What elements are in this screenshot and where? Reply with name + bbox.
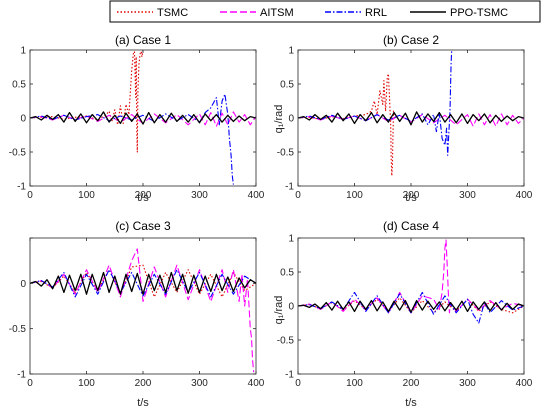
panel-title: (b) Case 2: [383, 33, 439, 47]
series-group: [298, 239, 524, 324]
panel-case-4: (d) Case 4 t/s q₁/rad 0 100 200 300 400 1 0.5 0…: [273, 219, 533, 409]
y-tick-label: 0.5: [280, 268, 294, 279]
legend-entry-aitsm: AITSM: [220, 7, 294, 19]
x-tick-label: 400: [516, 378, 533, 389]
series-line-ppo-tsmc: [298, 111, 524, 126]
panel-case-1: (a) Case 1 t/s 0 100 200 300 400 1 0.5 0 -0.5 -1: [9, 33, 265, 204]
series-line-tsmc: [298, 73, 395, 177]
series-group: [298, 50, 524, 177]
panel-case-2: (b) Case 2 t/s q₁/rad 0 100 200 300 400 1 0.5 0…: [273, 33, 533, 204]
x-tick-label: 100: [346, 190, 363, 201]
y-tick-label: 0.5: [12, 80, 26, 91]
x-tick-label: 300: [191, 378, 208, 389]
y-axis-label: q₁/rad: [273, 105, 285, 134]
x-tick-label: 200: [135, 190, 152, 201]
x-tick-label: 0: [295, 378, 301, 389]
panel-title: (d) Case 4: [383, 219, 439, 233]
x-tick-label: 200: [403, 190, 420, 201]
x-tick-label: 200: [135, 378, 152, 389]
x-tick-label: 0: [27, 190, 33, 201]
series-line-rrl: [298, 50, 453, 156]
x-axis-label: t/s: [137, 192, 149, 204]
series-line-aitsm: [30, 111, 256, 127]
legend: TSMC AITSM RRL PPO-TSMC: [109, 0, 541, 23]
x-tick-label: 400: [248, 190, 265, 201]
legend-label-rrl: RRL: [365, 7, 387, 19]
plot-area: [30, 238, 256, 374]
y-tick-label: 1: [20, 46, 26, 57]
x-axis-label: t/s: [405, 192, 417, 204]
x-tick-label: 400: [248, 378, 265, 389]
series-line-rrl: [30, 93, 234, 185]
series-line-ppo-tsmc: [30, 271, 256, 295]
panel-title: (a) Case 1: [115, 33, 171, 47]
panel-title: (c) Case 3: [115, 219, 171, 233]
series-group: [30, 248, 256, 373]
x-tick-label: 100: [346, 378, 363, 389]
series-line-tsmc: [30, 264, 256, 298]
x-tick-label: 100: [78, 378, 95, 389]
y-tick-label: 0.5: [280, 80, 294, 91]
y-tick-label: -0.5: [277, 336, 295, 347]
legend-entry-rrl: RRL: [325, 7, 387, 19]
y-tick-label: 1: [288, 46, 294, 57]
y-tick-label: 0: [20, 279, 26, 290]
y-tick-label: -0.5: [9, 148, 27, 159]
y-tick-label: 1: [288, 234, 294, 245]
x-tick-label: 0: [27, 378, 33, 389]
series-group: [30, 50, 256, 185]
y-tick-label: -1: [285, 370, 294, 381]
x-tick-label: 400: [516, 190, 533, 201]
legend-entry-ppo-tsmc: PPO-TSMC: [410, 7, 508, 19]
x-tick-label: 200: [403, 378, 420, 389]
series-line-aitsm: [298, 239, 524, 314]
y-axis-label: q₁/rad: [273, 296, 285, 325]
y-tick-label: -1: [17, 182, 26, 193]
x-tick-label: 300: [459, 190, 476, 201]
x-tick-label: 300: [459, 378, 476, 389]
legend-label-ppo-tsmc: PPO-TSMC: [450, 7, 508, 19]
plot-area: [298, 238, 524, 374]
y-tick-label: -0.5: [9, 324, 27, 335]
series-line-aitsm: [30, 248, 255, 373]
y-tick-label: 0: [288, 302, 294, 313]
x-tick-label: 100: [78, 190, 95, 201]
y-tick-label: -1: [285, 182, 294, 193]
y-tick-label: 0: [20, 114, 26, 125]
x-axis-label: t/s: [137, 397, 149, 409]
y-tick-label: 0: [288, 114, 294, 125]
x-axis-label: t/s: [405, 397, 417, 409]
plot-area: [298, 50, 524, 186]
y-tick-label: -1: [17, 370, 26, 381]
legend-label-tsmc: TSMC: [157, 7, 188, 19]
legend-entry-tsmc: TSMC: [117, 7, 188, 19]
legend-label-aitsm: AITSM: [260, 7, 294, 19]
x-tick-label: 300: [191, 190, 208, 201]
panel-case-3: (c) Case 3 t/s 0 100 200 300 400 0 -0.5 -1: [9, 219, 265, 409]
plot-area: [30, 50, 256, 186]
series-line-ppo-tsmc: [30, 111, 256, 125]
x-tick-label: 0: [295, 190, 301, 201]
y-tick-label: -0.5: [277, 148, 295, 159]
series-line-ppo-tsmc: [298, 299, 524, 313]
